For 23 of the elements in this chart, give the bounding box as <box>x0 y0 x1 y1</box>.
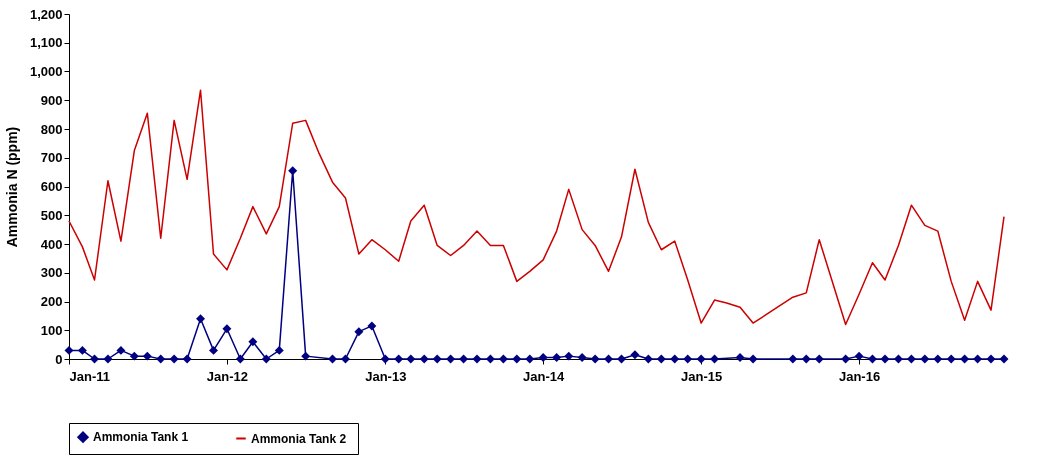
x-tick-label: Jan-14 <box>523 368 566 384</box>
y-tick-label: 600 <box>40 179 63 194</box>
x-tick-label: Jan-11 <box>69 368 110 384</box>
legend-label: Ammonia Tank 2 <box>251 431 347 446</box>
y-tick-label: 1,000 <box>29 64 63 79</box>
x-tick-label: Jan-12 <box>206 368 249 384</box>
legend-label: Ammonia Tank 1 <box>93 430 189 445</box>
y-tick-label: 0 <box>55 351 63 367</box>
y-tick-label: 400 <box>40 236 63 252</box>
line-series <box>68 89 1005 326</box>
y-axis-title: Ammonia N (ppm) <box>3 126 20 248</box>
y-tick-label: 500 <box>40 207 63 223</box>
x-tick-label: Jan-15 <box>681 368 723 384</box>
y-tick-label: 200 <box>40 294 63 309</box>
x-tick-label: Jan-13 <box>365 368 407 384</box>
x-tick-label: Jan-16 <box>838 368 881 384</box>
y-tick-label: 1,200 <box>29 6 63 22</box>
y-tick-label: 900 <box>40 92 63 108</box>
y-tick-label: 800 <box>40 121 63 137</box>
y-tick-label: 300 <box>40 265 63 281</box>
y-tick-label: 700 <box>40 150 63 166</box>
y-tick-label: 1,100 <box>29 35 63 51</box>
y-tick-label: 100 <box>40 322 63 338</box>
